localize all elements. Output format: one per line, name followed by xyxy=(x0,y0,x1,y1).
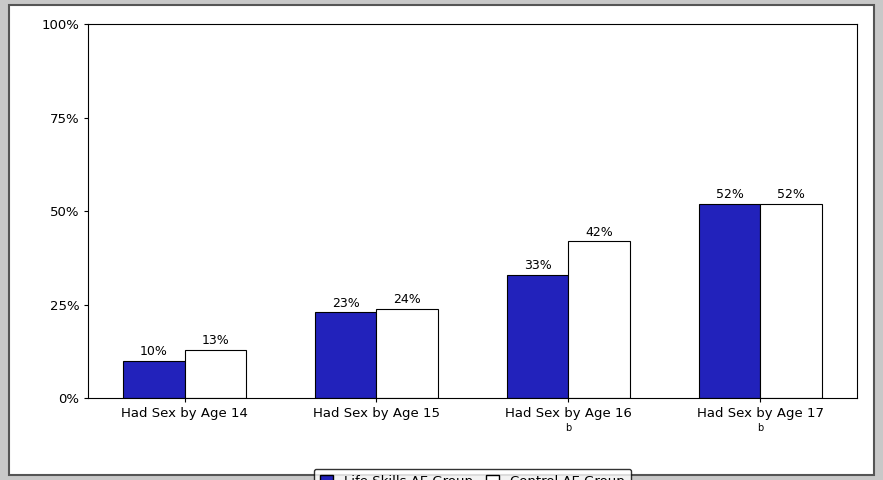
Text: 23%: 23% xyxy=(332,297,359,310)
Text: b: b xyxy=(757,423,763,433)
Text: 13%: 13% xyxy=(201,334,230,347)
Bar xyxy=(315,312,376,398)
Text: b: b xyxy=(565,423,571,433)
Text: 24%: 24% xyxy=(393,293,421,306)
Text: 10%: 10% xyxy=(140,345,168,359)
Bar xyxy=(760,204,821,398)
Bar xyxy=(124,361,185,398)
Text: 42%: 42% xyxy=(585,226,613,239)
Text: 33%: 33% xyxy=(524,259,552,272)
Bar xyxy=(698,204,760,398)
Text: 52%: 52% xyxy=(715,188,743,201)
Legend: Life Skills AE Group, Control AE Group: Life Skills AE Group, Control AE Group xyxy=(313,468,631,480)
Bar xyxy=(569,241,630,398)
Text: 52%: 52% xyxy=(777,188,804,201)
Bar xyxy=(376,309,438,398)
Bar xyxy=(185,350,246,398)
Bar xyxy=(507,275,569,398)
